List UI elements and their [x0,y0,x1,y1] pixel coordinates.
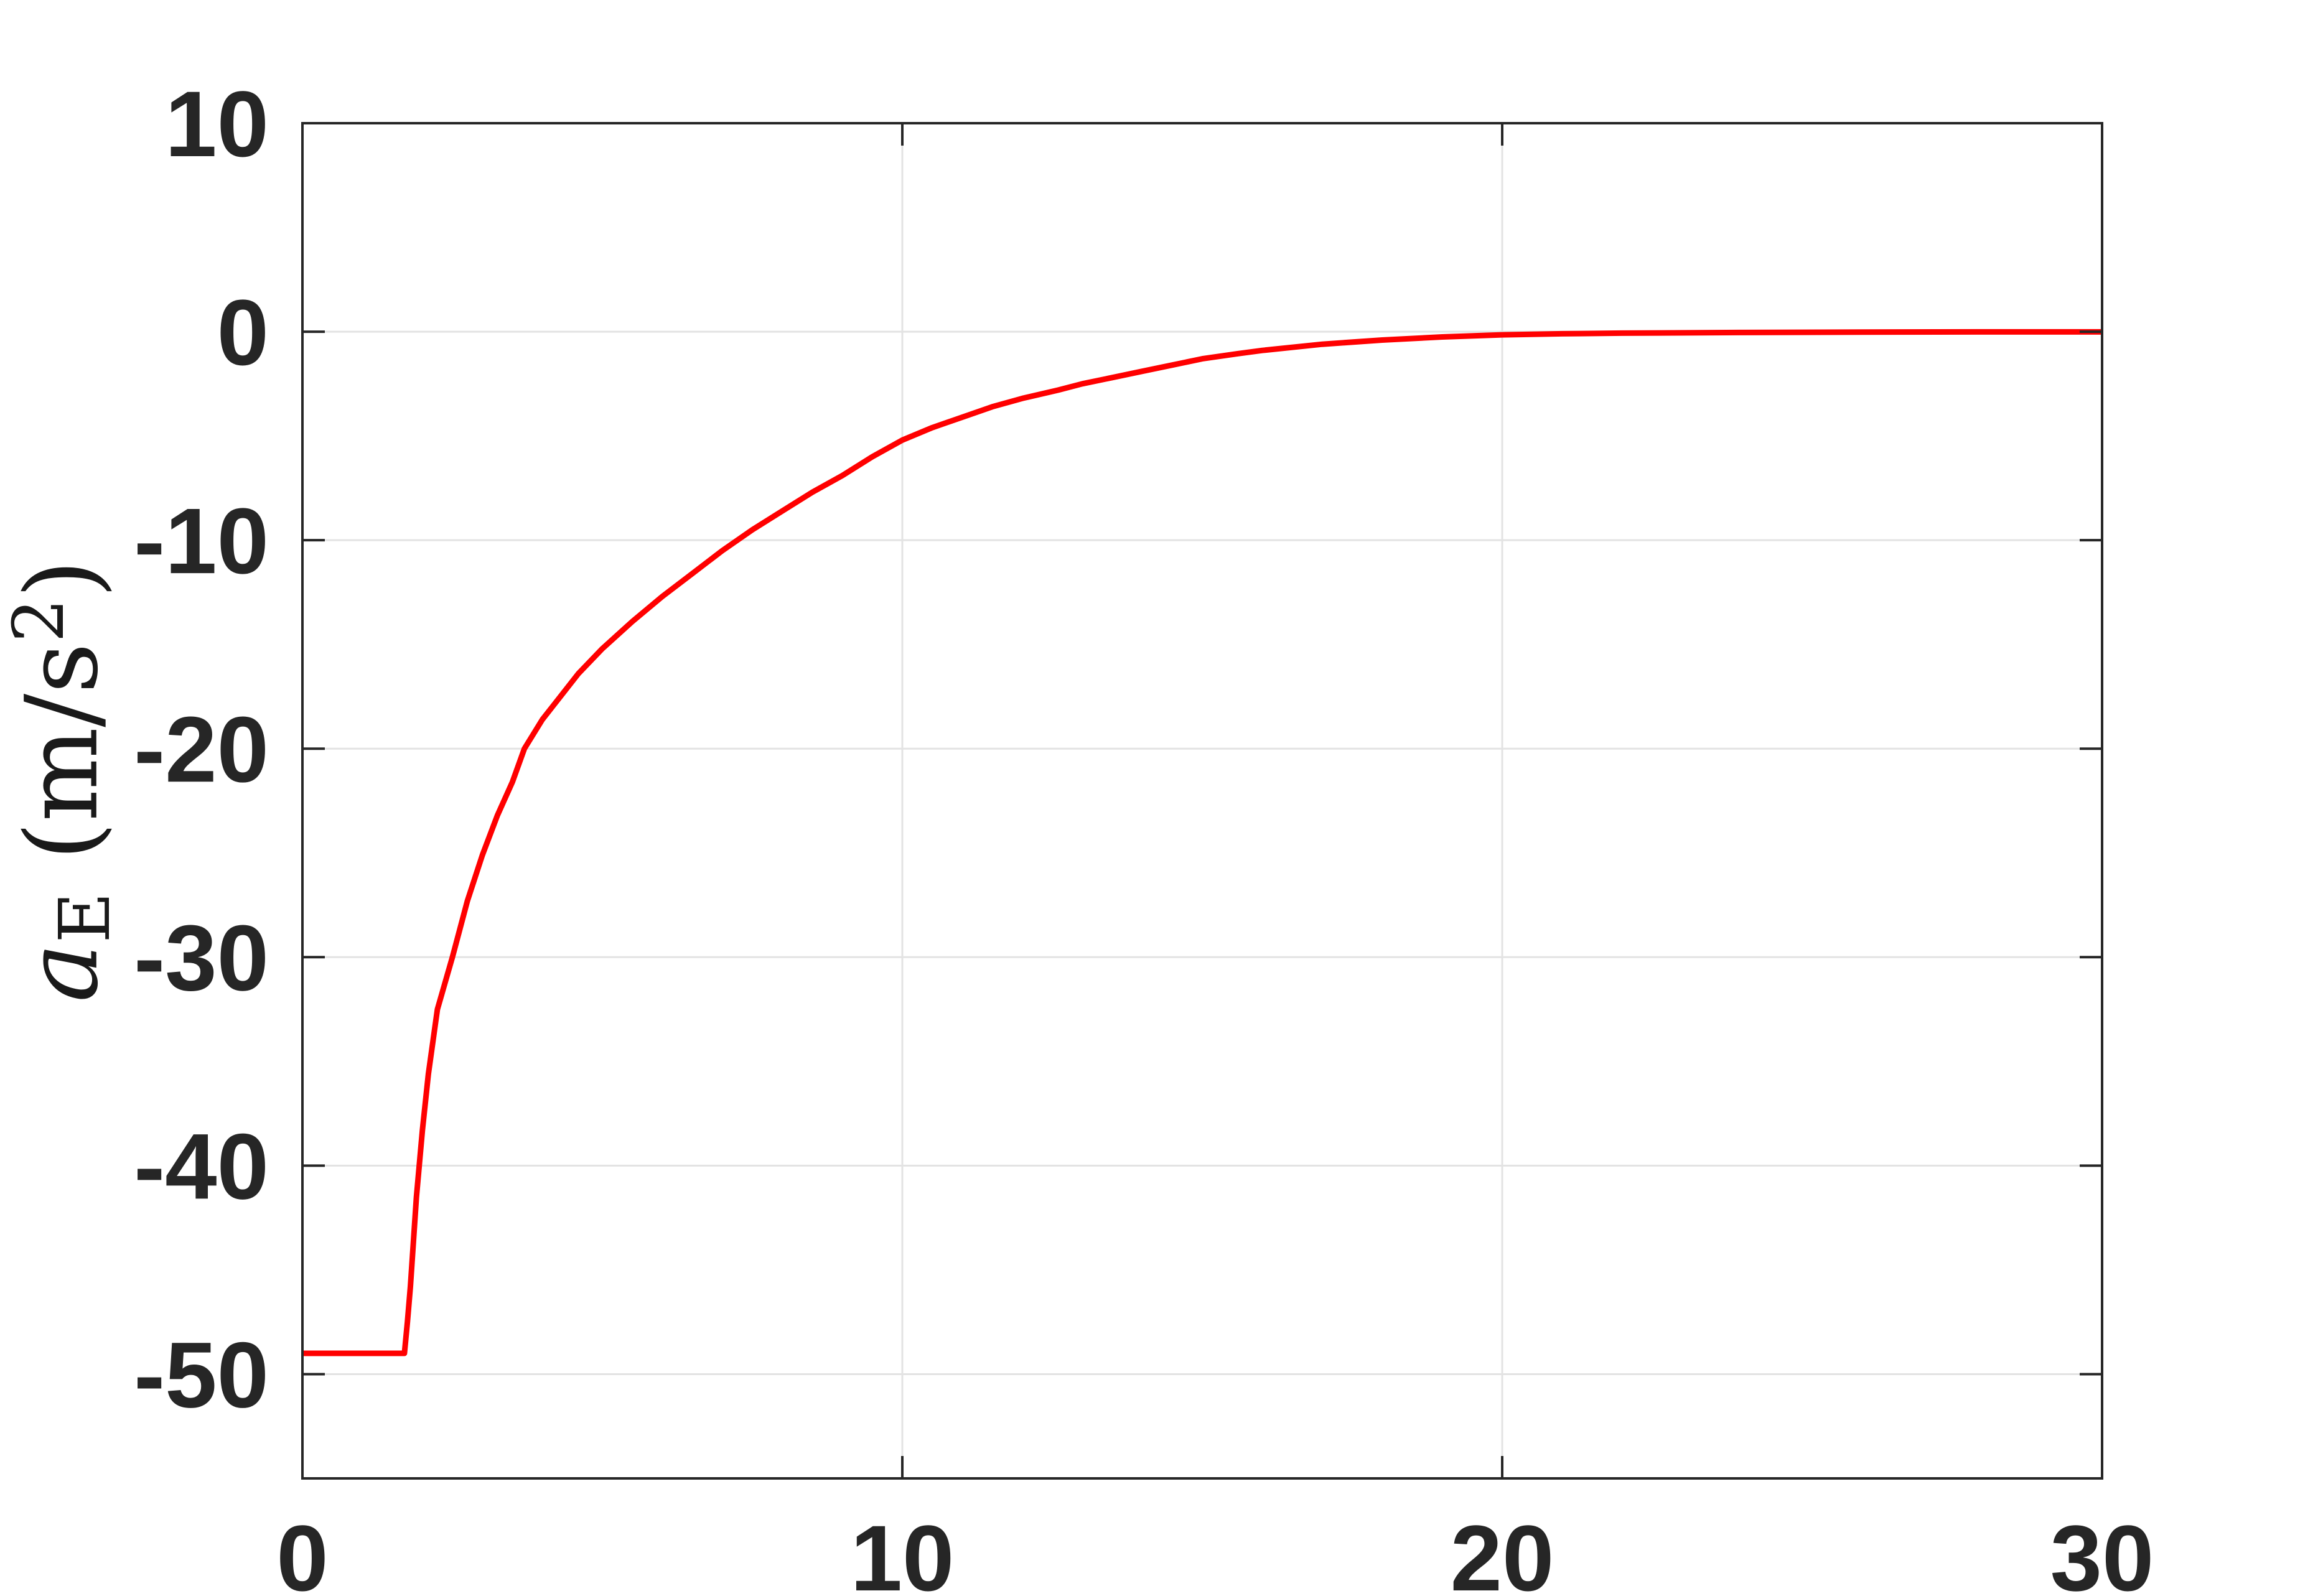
y-tick-label: -10 [134,488,269,593]
y-axis-label: aE (m/s2) [0,559,126,1002]
y-axis-label-unit-open: (m/s [3,642,120,892]
axes-box [301,122,2103,1480]
y-axis-label-variable: a [3,943,120,1002]
x-tick-label: 30 [2050,1506,2154,1596]
x-tick-label: 0 [276,1506,328,1596]
y-axis-label-unit-exponent: 2 [0,598,80,643]
y-tick-label: 0 [217,280,269,385]
series-line-a_E [302,329,2102,1356]
y-axis-label-subscript: E [44,892,126,943]
y-tick-label: 10 [165,72,269,176]
y-tick-label: -20 [134,697,269,801]
y-tick-label: -30 [134,905,269,1010]
x-tick-label: 20 [1451,1506,1554,1596]
y-axis-label-unit-close: ) [3,559,120,599]
y-tick-label: -40 [134,1114,269,1218]
x-tick-label: 10 [851,1506,955,1596]
y-tick-label: -50 [134,1322,269,1427]
